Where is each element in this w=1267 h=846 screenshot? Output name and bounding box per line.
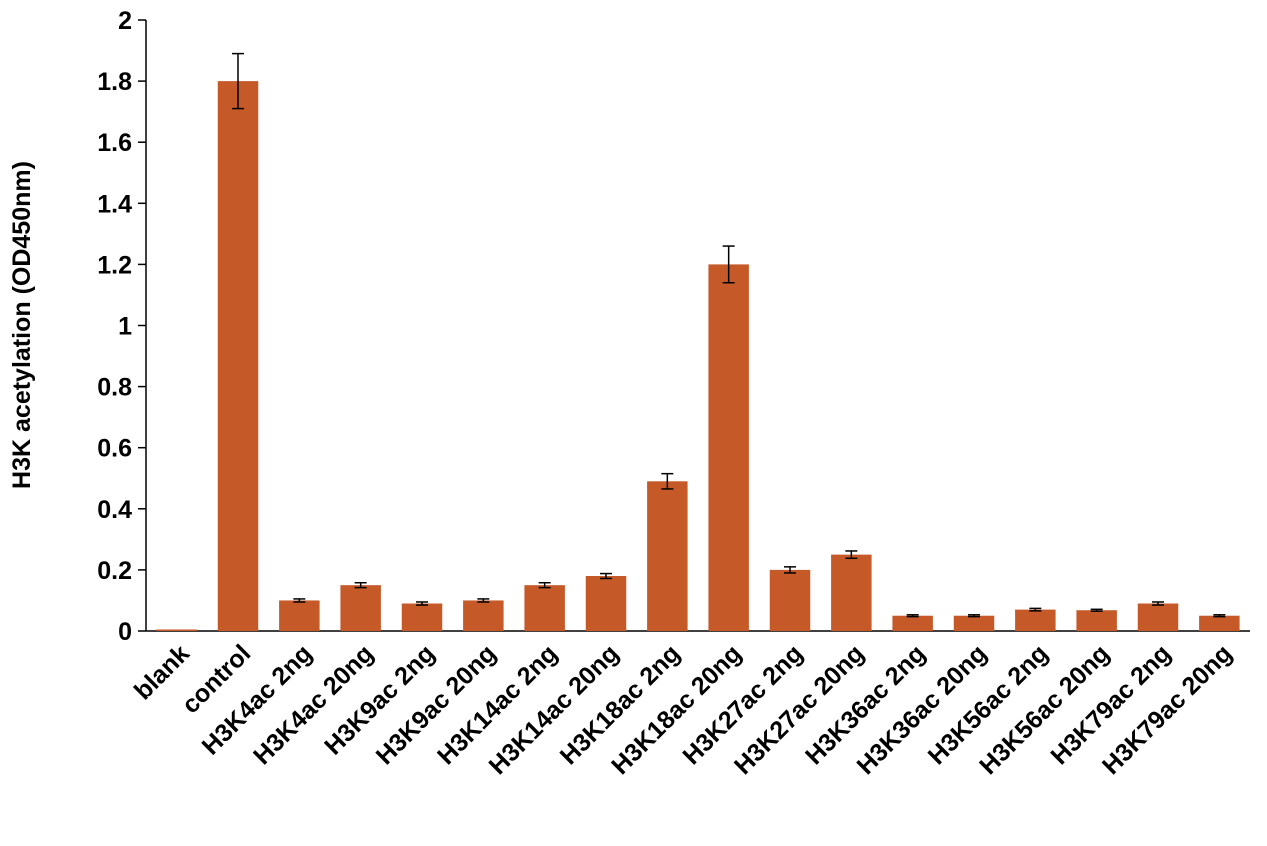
bar	[217, 81, 259, 632]
bar	[156, 629, 197, 631]
y-tick-label: 0	[118, 618, 132, 646]
y-tick-label: 2	[118, 7, 132, 35]
bar	[1015, 609, 1056, 631]
y-tick-label: 0.6	[97, 435, 132, 463]
bar	[1076, 610, 1117, 631]
bar	[1137, 603, 1179, 631]
y-tick-label: 1	[118, 313, 132, 341]
bar	[524, 585, 565, 631]
error-bars	[232, 52, 1226, 618]
y-tick-label: 0.8	[97, 374, 132, 402]
y-tick-label: 1.4	[97, 190, 132, 218]
bar	[585, 576, 627, 631]
y-tick-labels: 0 0.2 0.4 0.6 0.8 1 1.2 1.4 1.6 1.8 2	[97, 7, 132, 646]
axes	[138, 19, 1250, 632]
bar	[1199, 615, 1240, 631]
bar	[279, 600, 320, 631]
bars	[156, 81, 1240, 632]
y-tick-label: 0.2	[97, 557, 132, 585]
y-axis-label: H3K acetylation (OD450nm)	[8, 161, 36, 489]
bar	[769, 569, 811, 631]
y-tick-label: 1.2	[97, 251, 132, 279]
bar	[647, 481, 688, 631]
bar	[340, 585, 381, 631]
bar	[953, 615, 995, 631]
bar	[892, 615, 933, 631]
y-tick-label: 1.8	[97, 68, 132, 96]
bar	[401, 603, 443, 631]
bar	[831, 554, 872, 631]
bar	[708, 264, 749, 631]
y-tick-label: 0.4	[97, 496, 132, 524]
bar	[463, 600, 504, 631]
y-tick-label: 1.6	[97, 129, 132, 157]
